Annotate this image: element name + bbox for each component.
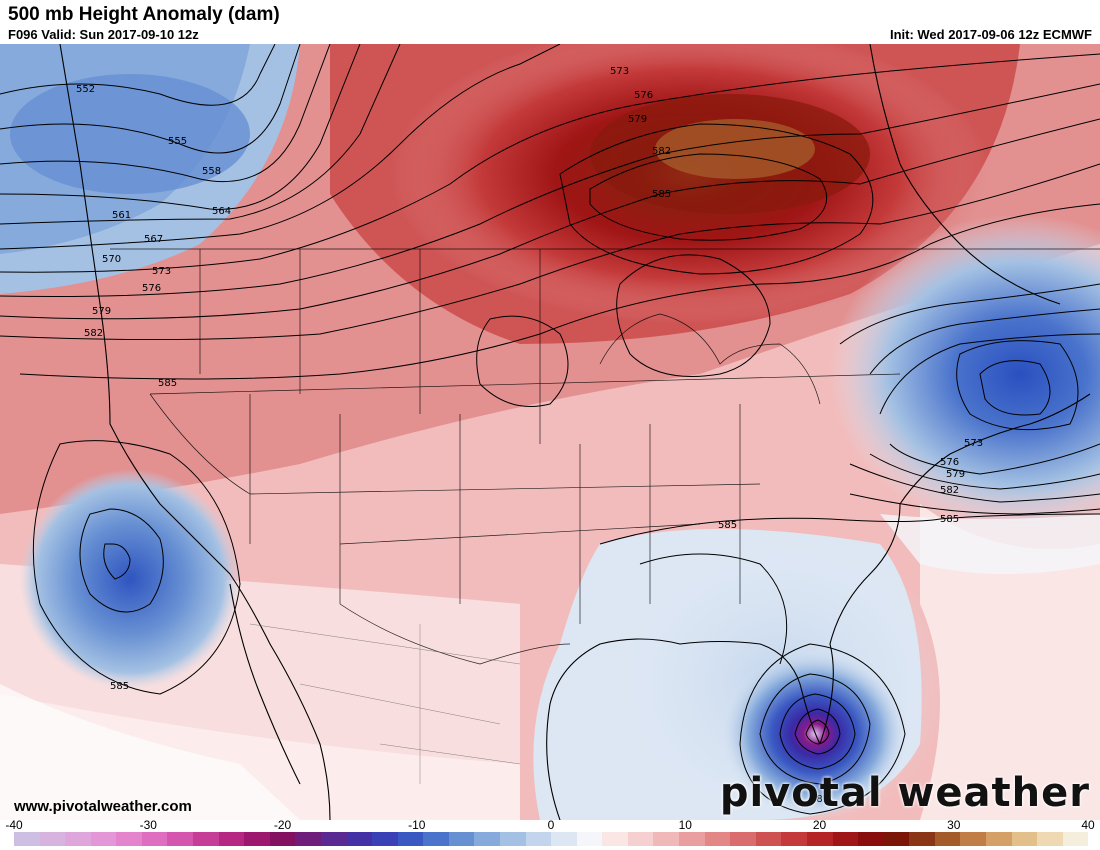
- colorbar-swatch: [1011, 832, 1038, 846]
- colorbar-swatch: [474, 832, 500, 846]
- colorbar-swatch: [167, 832, 194, 846]
- colorbar-swatch: [627, 832, 654, 846]
- colorbar-swatch: [218, 832, 245, 846]
- colorbar-swatch: [346, 832, 373, 846]
- contour-label: 573: [152, 266, 171, 277]
- contour-label: 579: [628, 114, 647, 125]
- colorbar-swatch: [1037, 832, 1063, 846]
- colorbar-tick-label: 30: [947, 818, 961, 832]
- colorbar-tick-label: -20: [273, 818, 292, 832]
- valid-time: F096 Valid: Sun 2017-09-10 12z: [8, 27, 199, 42]
- contour-label: 570: [102, 254, 121, 265]
- contour-label: 585: [718, 520, 737, 531]
- contour-label: 582: [84, 328, 103, 339]
- colorbar-swatch: [832, 832, 859, 846]
- colorbar-ticks: -40 -30 -20 -10 0 10 20 30 40: [5, 818, 1094, 832]
- colorbar-swatch: [985, 832, 1012, 846]
- colorbar-tick-label: -10: [408, 818, 426, 832]
- colorbar-swatch: [320, 832, 347, 846]
- colorbar-swatch: [141, 832, 168, 846]
- contour-label: 555: [168, 136, 187, 147]
- contour-label: 582: [652, 146, 671, 157]
- contour-label: 576: [634, 90, 653, 101]
- contour-label: 552: [76, 84, 95, 95]
- colorbar-swatch: [679, 832, 705, 846]
- map-title: 500 mb Height Anomaly (dam): [8, 4, 280, 25]
- colorbar-swatch: [499, 832, 526, 846]
- colorbar-swatch: [960, 832, 986, 846]
- contour-label: 561: [112, 210, 131, 221]
- colorbar-tick-label: 10: [678, 818, 692, 832]
- contour-label: 567: [144, 234, 163, 245]
- colorbar-swatch: [909, 832, 935, 846]
- contour-label: 576: [940, 457, 959, 468]
- contour-label: 558: [202, 166, 221, 177]
- colorbar-swatch: [883, 832, 910, 846]
- contour-label: 579: [946, 469, 965, 480]
- colorbar-swatch: [65, 832, 91, 846]
- contour-label: 564: [212, 206, 231, 217]
- contour-label: 579: [92, 306, 111, 317]
- colorbar-swatch: [1062, 832, 1089, 846]
- colorbar-swatch: [755, 832, 782, 846]
- contour-label: 576: [142, 283, 161, 294]
- anomaly-map: 552 555 558 561 564 567 570 573 576 579 …: [0, 44, 1100, 820]
- colorbar: [14, 832, 1089, 846]
- colorbar-swatch: [423, 832, 449, 846]
- brand-logo: pivotal weather: [719, 770, 1090, 816]
- colorbar-swatch: [295, 832, 321, 846]
- contour-label: 585: [110, 681, 129, 692]
- colorbar-swatch: [806, 832, 833, 846]
- colorbar-swatch: [244, 832, 270, 846]
- colorbar-swatch: [781, 832, 807, 846]
- colorbar-tick-label: 20: [812, 818, 827, 832]
- contour-label: 582: [940, 485, 959, 496]
- contour-label: 585: [158, 378, 177, 389]
- colorbar-swatch: [576, 832, 603, 846]
- colorbar-swatch: [448, 832, 475, 846]
- colorbar-swatch: [14, 832, 40, 846]
- colorbar-swatch: [704, 832, 731, 846]
- colorbar-swatch: [934, 832, 961, 846]
- colorbar-tick-label: 40: [1081, 818, 1095, 832]
- colorbar-swatch: [193, 832, 219, 846]
- colorbar-swatch: [116, 832, 142, 846]
- colorbar-swatch: [730, 832, 756, 846]
- colorbar-swatch: [525, 832, 552, 846]
- site-url: www.pivotalweather.com: [14, 798, 192, 815]
- contour-label: 573: [610, 66, 629, 77]
- colorbar-swatch: [372, 832, 398, 846]
- contour-label: 585: [652, 189, 671, 200]
- colorbar-swatch: [39, 832, 66, 846]
- colorbar-swatch: [551, 832, 577, 846]
- colorbar-tick-label: -30: [139, 818, 157, 832]
- colorbar-tick-label: 0: [547, 818, 555, 832]
- colorbar-swatch: [858, 832, 884, 846]
- colorbar-swatch: [269, 832, 296, 846]
- colorbar-swatch: [397, 832, 424, 846]
- init-time: Init: Wed 2017-09-06 12z ECMWF: [889, 27, 1092, 42]
- contour-label: 585: [810, 794, 829, 805]
- colorbar-swatch: [653, 832, 680, 846]
- colorbar-tick-label: -40: [5, 818, 23, 832]
- contour-label: 585: [940, 514, 959, 525]
- contour-label: 573: [964, 438, 983, 449]
- colorbar-swatch: [90, 832, 117, 846]
- colorbar-swatch: [602, 832, 628, 846]
